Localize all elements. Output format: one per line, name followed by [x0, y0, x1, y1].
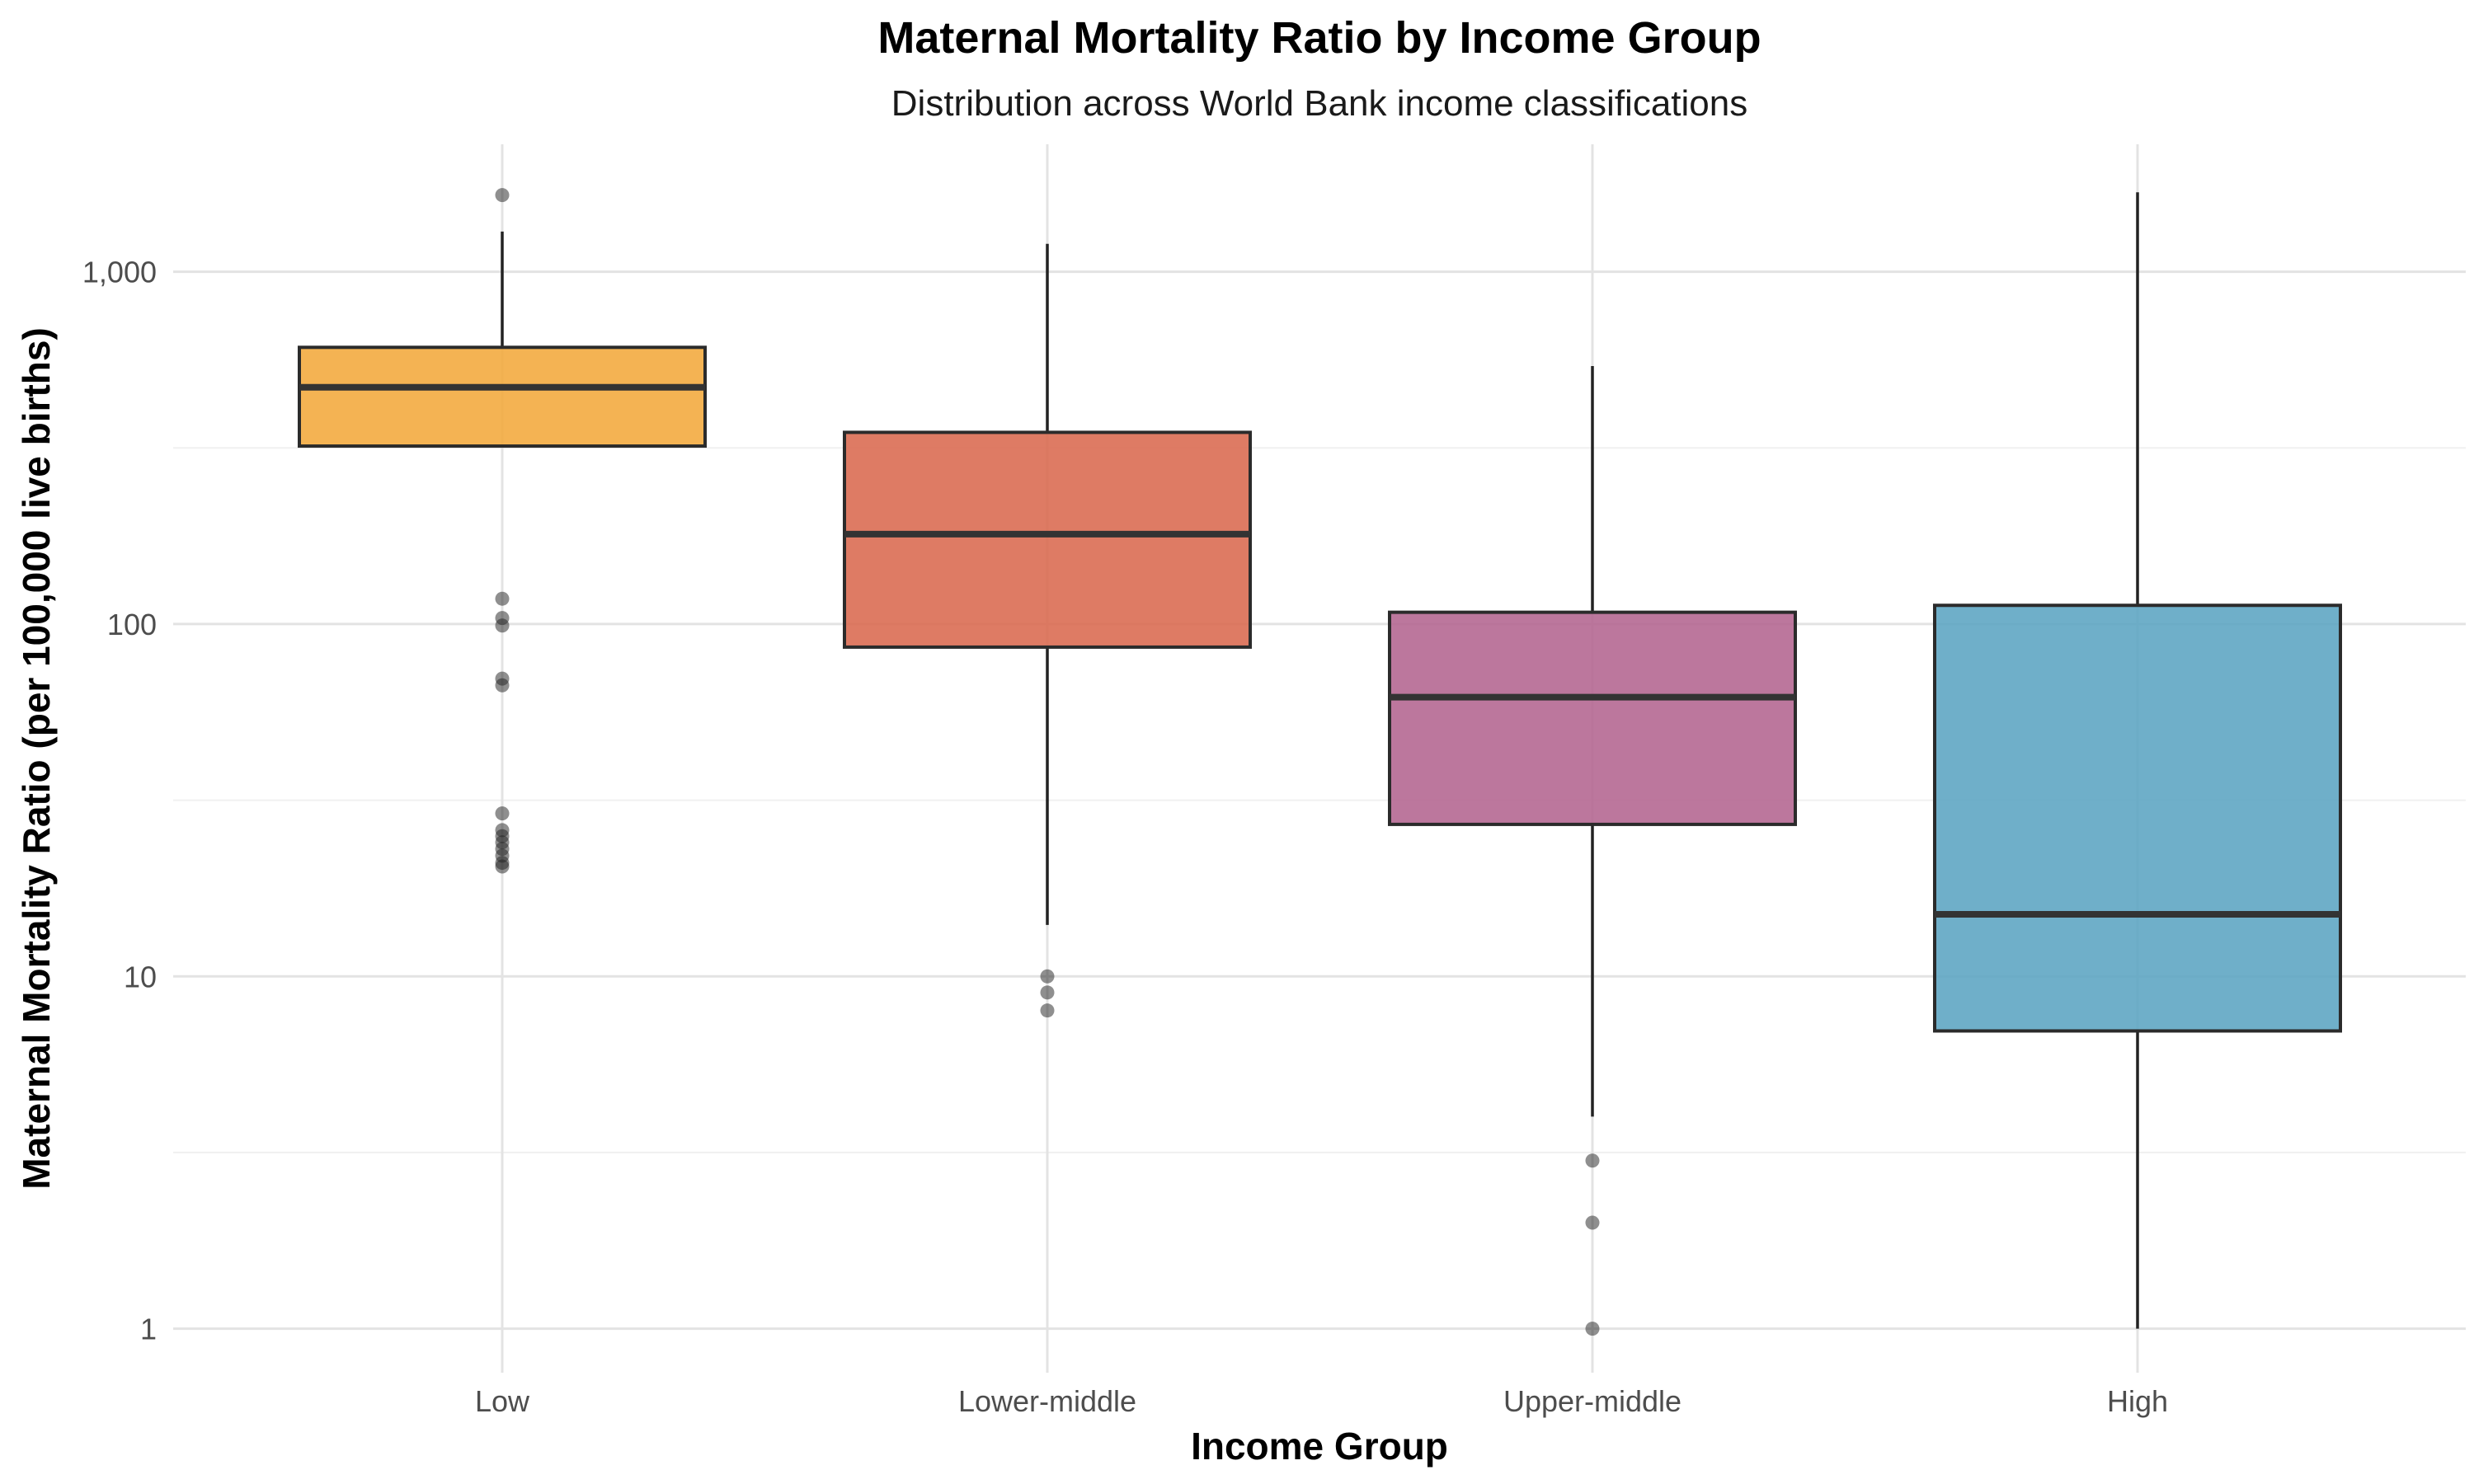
outlier-point: [495, 806, 510, 821]
x-tick-label: Lower-middle: [958, 1384, 1136, 1418]
outlier-point: [1585, 1153, 1600, 1168]
y-tick-label: 1,000: [82, 256, 157, 289]
box-rect: [298, 345, 707, 448]
y-axis-title: Maternal Mortality Ratio (per 100,000 li…: [15, 327, 58, 1190]
outlier-point: [1585, 1322, 1600, 1336]
outlier-point: [495, 678, 510, 693]
box-upper-middle: [1388, 365, 1797, 1336]
y-tick-label: 1: [140, 1313, 157, 1346]
outlier-point: [495, 188, 510, 203]
box-low: [298, 188, 707, 874]
x-axis-ticks: Low Lower-middle Upper-middle High: [475, 1384, 2168, 1418]
x-tick-label: Upper-middle: [1503, 1384, 1681, 1418]
chart-subtitle: Distribution across World Bank income cl…: [891, 83, 1747, 124]
chart-title: Maternal Mortality Ratio by Income Group: [877, 13, 1761, 63]
outlier-point: [1040, 1003, 1055, 1018]
y-tick-label: 100: [107, 608, 157, 641]
y-tick-label: 10: [124, 960, 157, 993]
outlier-point: [1585, 1215, 1600, 1230]
outlier-point: [495, 618, 510, 633]
boxes-group: [298, 188, 2342, 1336]
outlier-point: [1040, 969, 1055, 984]
box-rect: [1388, 610, 1797, 826]
outlier-point: [1040, 985, 1055, 1000]
x-tick-label: High: [2107, 1384, 2168, 1418]
x-tick-label: Low: [475, 1384, 530, 1418]
box-high: [1933, 192, 2342, 1329]
outlier-point: [495, 591, 510, 606]
x-axis-title: Income Group: [1191, 1425, 1448, 1468]
box-lower-middle: [843, 243, 1252, 1018]
box-rect: [843, 430, 1252, 649]
y-axis-ticks: 1 10 100 1,000: [82, 256, 157, 1346]
box-rect: [1933, 603, 2342, 1033]
outlier-point: [495, 859, 510, 874]
